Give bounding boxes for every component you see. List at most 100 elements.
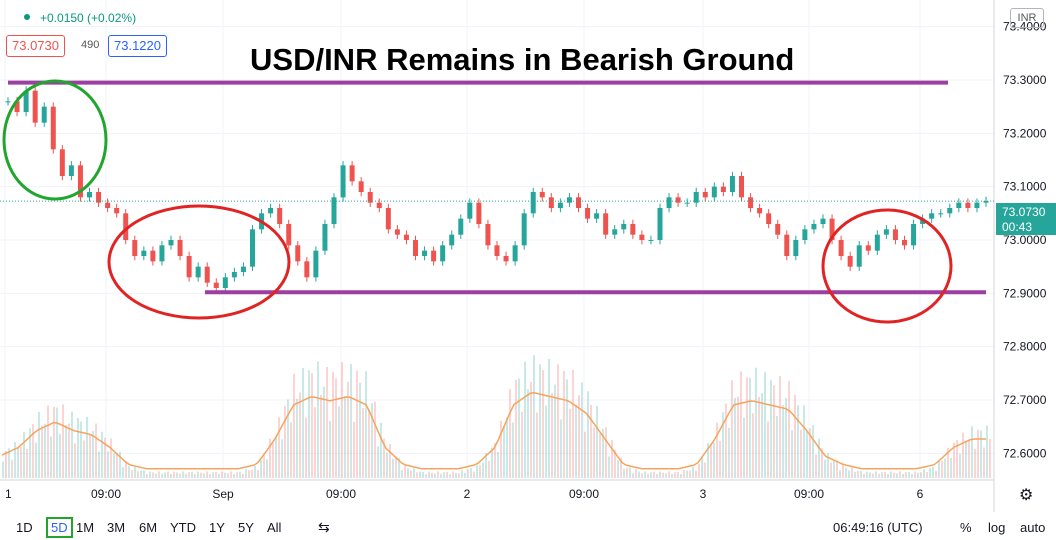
price-candle — [802, 229, 808, 240]
volume-bar — [977, 429, 979, 478]
volume-bar — [374, 401, 376, 478]
timeframe-1y[interactable]: 1Y — [209, 520, 225, 535]
volume-bar — [182, 471, 184, 478]
volume-ma-line — [1, 392, 986, 470]
volume-bar — [239, 471, 241, 478]
volume-bar — [620, 457, 622, 478]
price-candle — [14, 101, 20, 112]
volume-bar — [392, 458, 394, 478]
volume-bar — [803, 405, 805, 478]
price-candle — [177, 240, 183, 256]
timeframe-6m[interactable]: 6M — [139, 520, 158, 535]
price-candle — [231, 272, 237, 278]
volume-bar — [686, 470, 688, 478]
volume-bar — [212, 472, 214, 478]
price-candle — [820, 218, 826, 224]
price-candle — [702, 192, 708, 198]
volume-bar — [932, 466, 934, 478]
price-candle — [123, 213, 129, 240]
volume-bar — [854, 471, 856, 478]
volume-bar — [473, 471, 475, 478]
volume-bar — [209, 473, 211, 478]
volume-bar — [65, 424, 67, 478]
volume-bar — [914, 471, 916, 478]
volume-bar — [725, 403, 727, 478]
price-candle — [566, 197, 572, 203]
date-range-icon[interactable]: ⇆ — [318, 519, 330, 535]
price-chart[interactable]: 72.6000 72.7000 72.8000 72.9000 73.0000 73.10… — [0, 0, 1056, 512]
chart-settings-icon[interactable]: ⚙ — [1019, 487, 1034, 504]
x-tick-label: 09:00 — [569, 487, 599, 501]
volume-bar — [248, 470, 250, 478]
volume-bar — [746, 377, 748, 478]
volume-bar — [698, 463, 700, 478]
volume-bar — [254, 465, 256, 478]
volume-bar — [923, 469, 925, 478]
volume-bar — [503, 426, 505, 478]
volume-bar — [806, 430, 808, 478]
volume-bar — [293, 374, 295, 478]
volume-bar — [185, 473, 187, 478]
price-candle — [367, 192, 373, 203]
log-scale-toggle[interactable]: log — [988, 520, 1006, 535]
price-candle — [675, 197, 681, 203]
sell-price-button[interactable]: 73.0730 — [6, 35, 65, 57]
price-candle — [748, 197, 754, 208]
volume-bar — [152, 472, 154, 478]
volume-bar — [830, 462, 832, 478]
volume-bar — [107, 451, 109, 478]
timeframe-5d[interactable]: 5D — [46, 517, 73, 538]
symbol-currency-button[interactable]: INR — [1010, 8, 1044, 28]
volume-bar — [851, 467, 853, 478]
volume-bar — [323, 386, 325, 478]
volume-bar — [332, 372, 334, 478]
x-tick-label: 09:00 — [794, 487, 824, 501]
price-candle — [132, 240, 138, 256]
price-candle — [87, 192, 92, 198]
price-candle — [195, 266, 201, 278]
y-tick-label: 72.9000 — [1003, 286, 1047, 300]
timeframe-ytd[interactable]: YTD — [170, 520, 196, 535]
timeframe-1m[interactable]: 1M — [76, 520, 95, 535]
price-candle — [250, 229, 255, 267]
volume-bar — [38, 411, 40, 478]
volume-bar — [101, 431, 103, 478]
buy-price-button[interactable]: 73.1220 — [108, 35, 167, 57]
x-tick-label: 1 — [5, 487, 12, 501]
volume-bar — [290, 422, 292, 478]
price-candle — [240, 266, 246, 272]
price-candle — [530, 192, 536, 214]
volume-bar — [584, 431, 586, 478]
volume-bar — [767, 421, 769, 478]
auto-scale-toggle[interactable]: auto — [1020, 520, 1046, 535]
price-candle — [422, 250, 428, 256]
volume-bar — [98, 451, 100, 478]
volume-bar — [191, 471, 193, 478]
volume-bar — [515, 379, 517, 478]
price-candle — [829, 218, 835, 240]
volume-bar — [416, 472, 418, 478]
volume-bar — [989, 438, 991, 478]
timeframe-1d[interactable]: 1D — [16, 520, 33, 535]
x-tick-label: 09:00 — [326, 487, 356, 501]
volume-bar — [494, 443, 496, 478]
volume-bar — [356, 370, 358, 478]
volume-bar — [653, 471, 655, 478]
volume-bar — [629, 467, 631, 478]
volume-bar — [536, 412, 538, 478]
price-candle — [503, 256, 509, 262]
timeframe-5y[interactable]: 5Y — [238, 520, 254, 535]
volume-bar — [575, 404, 577, 478]
percent-scale-toggle[interactable]: % — [960, 520, 972, 535]
current-price-label: 73.0730 00:43 — [996, 203, 1056, 235]
volume-bar — [59, 433, 61, 478]
volume-bar — [11, 459, 13, 478]
timeframe-3m[interactable]: 3M — [107, 520, 126, 535]
volume-bar — [530, 381, 532, 478]
volume-bar — [32, 423, 34, 478]
price-candle — [268, 208, 274, 214]
volume-bar — [857, 470, 859, 478]
volume-bar — [125, 460, 127, 478]
timeframe-all[interactable]: All — [267, 520, 282, 535]
volume-bar — [224, 472, 226, 478]
